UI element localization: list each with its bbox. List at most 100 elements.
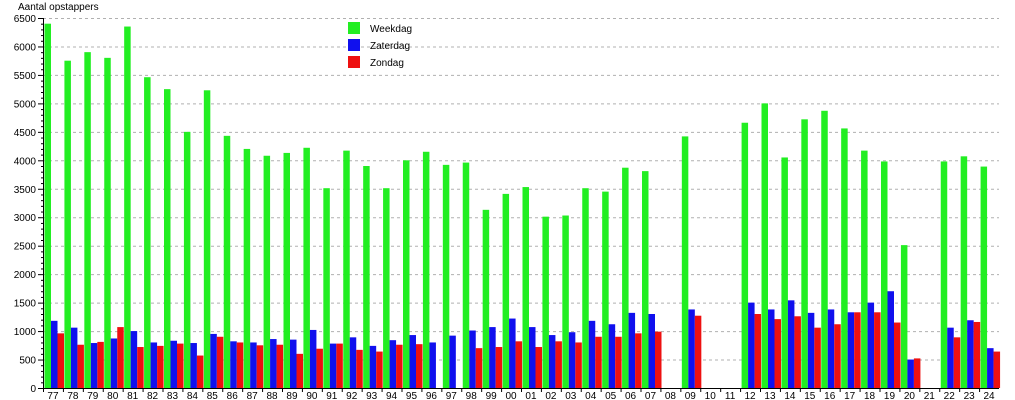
bar-weekdag-96 [422,151,430,388]
bar-weekdag-81 [124,26,131,388]
y-tick-label: 5000 [14,99,37,110]
x-tick-label: 17 [844,391,856,400]
bar-weekdag-85 [203,90,211,388]
bar-zondag-82 [157,345,164,388]
bar-zaterdag-81 [130,331,138,388]
legend-swatch-zondag [348,56,360,68]
x-tick-label: 06 [625,391,637,400]
x-tick-label: 14 [784,391,796,400]
bar-weekdag-18 [861,150,868,388]
bar-zaterdag-04 [588,320,596,388]
y-tick-label: 1000 [14,327,37,338]
x-tick-label: 01 [525,391,537,400]
bar-zondag-92 [356,349,363,388]
bar-zaterdag-97 [449,335,456,388]
bar-zondag-89 [296,353,303,388]
bar-zaterdag-96 [429,342,436,388]
legend-swatch-weekdag [348,22,360,34]
bar-weekdag-16 [821,110,828,388]
bar-zondag-85 [216,336,224,388]
bar-zondag-90 [316,348,323,388]
bar-weekdag-84 [183,131,191,388]
bar-zaterdag-98 [469,330,476,388]
x-ticks: 77 78 79 80 81 82 83 84 85 86 87 88 89 90 91 92 93 94 95 96… [43,388,995,400]
bar-weekdag-02 [542,216,549,388]
bar-zondag-01 [535,347,542,388]
bar-zaterdag-82 [150,342,158,388]
bar-zondag-16 [834,324,841,388]
bar-zondag-93 [376,351,383,388]
x-tick-label: 11 [725,391,736,400]
bar-zondag-14 [794,316,801,388]
bar-zaterdag-17 [847,312,855,388]
bar-weekdag-90 [303,147,310,388]
bar-zondag-05 [615,336,622,388]
y-tick-label: 6000 [14,42,37,53]
bar-zondag-03 [575,342,582,388]
x-tick-label: 12 [744,391,756,400]
bar-weekdag-00 [502,193,510,388]
bar-zaterdag-23 [967,320,974,388]
legend-swatch-zaterdag [348,39,360,51]
bar-zaterdag-22 [947,327,954,388]
bar-weekdag-14 [781,157,788,388]
bar-zaterdag-06 [628,312,636,388]
x-tick-label: 21 [924,391,936,400]
y-axis-label: Aantal opstappers [18,2,99,13]
x-tick-label: 02 [545,391,557,400]
x-tick-label: 81 [127,391,139,400]
bar-weekdag-87 [243,148,251,388]
bar-zaterdag-02 [548,335,556,388]
bar-zaterdag-80 [110,338,118,388]
legend-label-zondag: Zondag [370,58,404,69]
bar-weekdag-23 [960,156,968,388]
bar-weekdag-15 [801,119,808,388]
bar-zaterdag-05 [608,324,616,388]
bar-weekdag-19 [881,161,888,388]
bar-zaterdag-20 [907,359,914,388]
y-tick-label: 5500 [14,71,37,82]
y-tick-label: 2000 [14,270,37,281]
bar-zaterdag-94 [389,340,397,388]
bar-zondag-77 [57,333,64,388]
bar-weekdag-89 [283,152,290,388]
bar-zaterdag-84 [190,343,197,388]
bar-zondag-78 [77,344,84,388]
bar-weekdag-05 [602,191,609,388]
bar-zaterdag-89 [290,339,297,388]
bar-zaterdag-87 [250,342,257,388]
bar-zaterdag-15 [807,312,815,388]
bar-weekdag-86 [223,135,231,388]
x-tick-label: 08 [665,391,677,400]
bar-zondag-12 [754,314,762,388]
bar-weekdag-91 [323,188,330,388]
bar-zaterdag-92 [349,337,357,388]
x-tick-label: 80 [107,391,119,400]
x-tick-label: 94 [386,391,398,400]
bar-zaterdag-18 [867,302,875,388]
x-tick-label: 05 [605,391,617,400]
bar-zaterdag-88 [270,339,277,388]
bar-zondag-02 [555,341,562,388]
bar-zaterdag-03 [568,332,576,388]
bar-zaterdag-83 [170,340,177,388]
bar-zondag-87 [256,345,264,388]
bar-zaterdag-07 [648,314,655,388]
bar-zaterdag-99 [489,327,496,388]
x-tick-label: 13 [764,391,776,400]
x-tick-label: 07 [645,391,657,400]
bar-zondag-20 [913,358,921,388]
x-tick-label: 15 [804,391,816,400]
bar-zondag-23 [973,321,981,388]
bar-zaterdag-95 [409,335,416,388]
x-tick-label: 89 [286,391,298,400]
legend: Weekdag Zaterdag Zondag [348,22,412,69]
bar-weekdag-82 [144,77,151,388]
x-tick-label: 18 [864,391,876,400]
bar-weekdag-92 [343,150,350,388]
bar-zaterdag-00 [509,318,516,388]
bar-zaterdag-91 [329,343,337,388]
bar-zaterdag-12 [748,302,755,388]
bar-zondag-13 [774,319,781,388]
x-tick-label: 98 [466,391,478,400]
